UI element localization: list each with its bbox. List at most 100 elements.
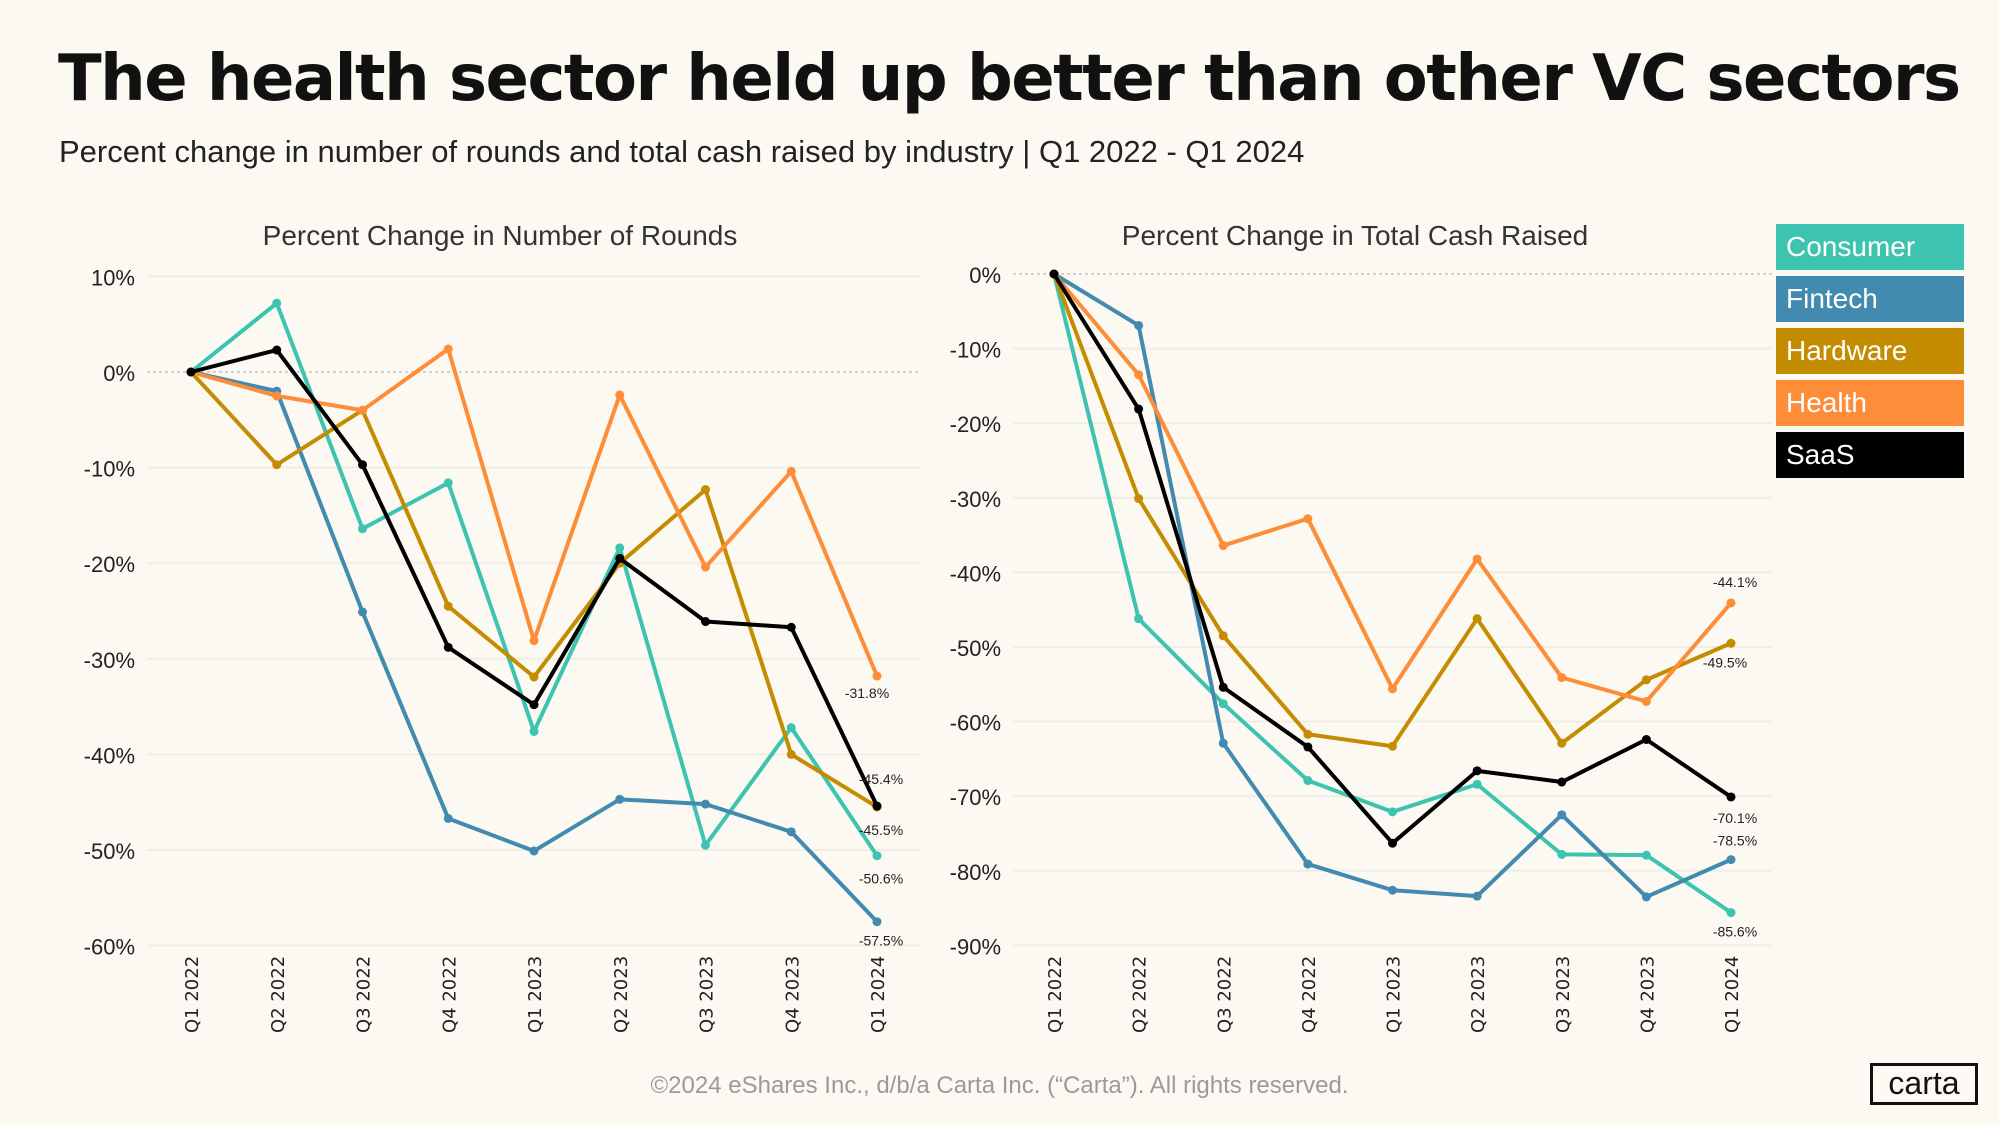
end-label-health: -31.8% xyxy=(845,685,889,701)
data-point-health xyxy=(1557,673,1567,683)
data-point-hardware xyxy=(529,672,539,682)
data-point-saas xyxy=(529,700,539,710)
x-tick-label: Q1 2024 xyxy=(868,956,889,1033)
data-point-saas xyxy=(872,801,882,811)
data-point-saas xyxy=(1303,742,1313,752)
series-line-fintech xyxy=(1052,272,1732,899)
x-tick-label: Q3 2023 xyxy=(697,956,718,1033)
data-point-health xyxy=(701,562,710,572)
data-point-consumer xyxy=(1641,850,1651,860)
y-tick-label: -90% xyxy=(950,934,1001,959)
data-point-fintech xyxy=(701,799,710,809)
x-tick-label: Q2 2022 xyxy=(268,956,289,1033)
data-point-consumer xyxy=(1388,807,1397,817)
data-point-fintech xyxy=(443,813,453,823)
y-tick-label: -30% xyxy=(84,648,135,673)
end-label-hardware: -49.5% xyxy=(1703,654,1747,670)
legend-item-saas: SaaS xyxy=(1776,432,1964,478)
data-point-fintech xyxy=(358,607,367,617)
data-point-consumer xyxy=(1726,908,1736,918)
data-point-health xyxy=(1303,514,1313,524)
data-point-saas xyxy=(1134,404,1144,414)
x-tick-label: Q2 2023 xyxy=(1468,956,1489,1033)
y-tick-label: -10% xyxy=(950,338,1001,363)
x-tick-label: Q4 2022 xyxy=(1299,956,1320,1033)
data-point-saas xyxy=(786,622,796,632)
y-tick-label: -40% xyxy=(950,561,1001,586)
x-tick-label: Q3 2022 xyxy=(1214,956,1235,1033)
data-point-consumer xyxy=(358,524,367,534)
data-point-saas xyxy=(1049,269,1059,279)
carta-logo: carta xyxy=(1870,1063,1978,1105)
copyright-footer: ©2024 eShares Inc., d/b/a Carta Inc. (“C… xyxy=(650,1072,1349,1099)
y-tick-label: -80% xyxy=(950,860,1001,885)
y-tick-label: -20% xyxy=(950,412,1001,437)
data-point-health xyxy=(1641,696,1651,706)
series-line-saas xyxy=(1052,272,1733,846)
end-label-health: -44.1% xyxy=(1713,574,1757,590)
data-point-health xyxy=(872,671,882,681)
x-tick-label: Q1 2024 xyxy=(1722,956,1743,1033)
data-point-consumer xyxy=(1557,849,1567,859)
data-point-hardware xyxy=(1134,494,1144,504)
end-label-fintech: -78.5% xyxy=(1713,833,1757,849)
data-point-hardware xyxy=(701,485,710,495)
data-point-fintech xyxy=(786,827,796,837)
data-point-saas xyxy=(1388,838,1397,848)
data-point-health xyxy=(529,636,539,646)
x-tick-label: Q3 2023 xyxy=(1553,956,1574,1033)
series-line-saas xyxy=(190,348,879,807)
x-tick-label: Q1 2023 xyxy=(1384,956,1405,1033)
legend-item-hardware: Hardware xyxy=(1776,328,1964,374)
y-tick-label: -70% xyxy=(950,785,1001,810)
data-point-consumer xyxy=(443,478,453,488)
x-tick-label: Q4 2023 xyxy=(1637,956,1658,1033)
data-point-saas xyxy=(358,460,367,470)
data-point-health xyxy=(786,466,796,476)
data-point-health xyxy=(358,405,367,415)
data-point-health xyxy=(443,344,453,354)
data-point-saas xyxy=(1641,735,1651,745)
y-tick-label: -60% xyxy=(84,935,135,960)
data-point-fintech xyxy=(1641,892,1651,902)
data-point-saas xyxy=(186,367,196,377)
data-point-fintech xyxy=(1303,859,1313,869)
data-point-hardware xyxy=(1726,638,1736,648)
data-point-health xyxy=(1134,370,1144,380)
data-point-hardware xyxy=(272,460,282,470)
y-tick-label: 10% xyxy=(91,265,135,290)
data-point-consumer xyxy=(701,840,710,850)
data-point-saas xyxy=(1726,792,1736,802)
data-point-saas xyxy=(701,617,710,627)
data-point-health xyxy=(1472,554,1482,564)
data-point-health xyxy=(615,390,625,400)
y-tick-label: -60% xyxy=(950,711,1001,736)
y-tick-label: -20% xyxy=(84,552,135,577)
x-tick-label: Q2 2022 xyxy=(1130,956,1151,1033)
data-point-fintech xyxy=(615,794,625,804)
data-point-saas xyxy=(1557,777,1567,787)
data-point-consumer xyxy=(529,726,539,736)
data-point-fintech xyxy=(1218,738,1228,748)
data-point-health xyxy=(1388,684,1397,694)
data-point-consumer xyxy=(615,543,625,553)
chart-subtitle: Percent change in number of rounds and t… xyxy=(59,134,1305,169)
data-point-health xyxy=(272,391,282,401)
end-label-hardware: -45.5% xyxy=(859,822,903,838)
data-point-consumer xyxy=(1134,614,1144,624)
x-tick-label: Q3 2022 xyxy=(354,956,375,1033)
data-point-fintech xyxy=(1134,320,1144,330)
chart-title: The health sector held up better than ot… xyxy=(58,42,1961,116)
data-point-saas xyxy=(1472,766,1482,776)
end-label-consumer: -85.6% xyxy=(1713,924,1757,940)
data-point-consumer xyxy=(786,723,796,733)
data-point-hardware xyxy=(1388,741,1397,751)
x-tick-label: Q4 2022 xyxy=(439,956,460,1033)
data-point-fintech xyxy=(1472,891,1482,901)
data-point-hardware xyxy=(1557,738,1567,748)
data-point-fintech xyxy=(529,846,539,856)
data-point-hardware xyxy=(1218,631,1228,641)
data-point-fintech xyxy=(872,917,882,927)
y-tick-label: 0% xyxy=(103,361,135,386)
